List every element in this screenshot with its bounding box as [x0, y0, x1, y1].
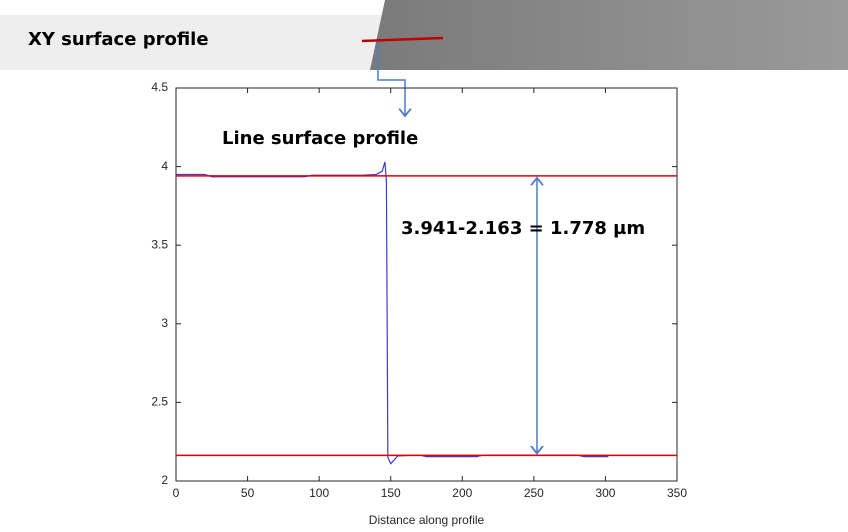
x-tick-label: 250 — [524, 486, 544, 500]
plot-frame — [175, 87, 678, 482]
y-tick-label: 2.5 — [151, 395, 168, 409]
surface-image — [370, 0, 848, 70]
x-tick-label: 0 — [173, 486, 180, 500]
profile-line-marker — [361, 36, 444, 43]
x-tick-label: 150 — [381, 486, 401, 500]
y-tick-label: 4.5 — [151, 80, 168, 94]
x-axis-label: Distance along profile — [369, 513, 485, 527]
x-tick-label: 50 — [241, 486, 255, 500]
profile-line — [176, 161, 609, 465]
y-tick-label: 4 — [161, 159, 168, 173]
banner-title: XY surface profile — [28, 29, 209, 50]
x-tick-label: 300 — [595, 486, 615, 500]
x-tick-label: 350 — [667, 486, 687, 500]
annotation: Line surface profile — [222, 128, 418, 149]
x-tick-label: 100 — [309, 486, 329, 500]
annotation: 3.941-2.163 = 1.778 µm — [401, 218, 645, 239]
x-tick-label: 200 — [452, 486, 472, 500]
y-tick-label: 2 — [161, 473, 168, 487]
y-tick-label: 3 — [161, 316, 168, 330]
connector-arrow — [377, 42, 405, 116]
y-tick-label: 3.5 — [151, 237, 168, 251]
